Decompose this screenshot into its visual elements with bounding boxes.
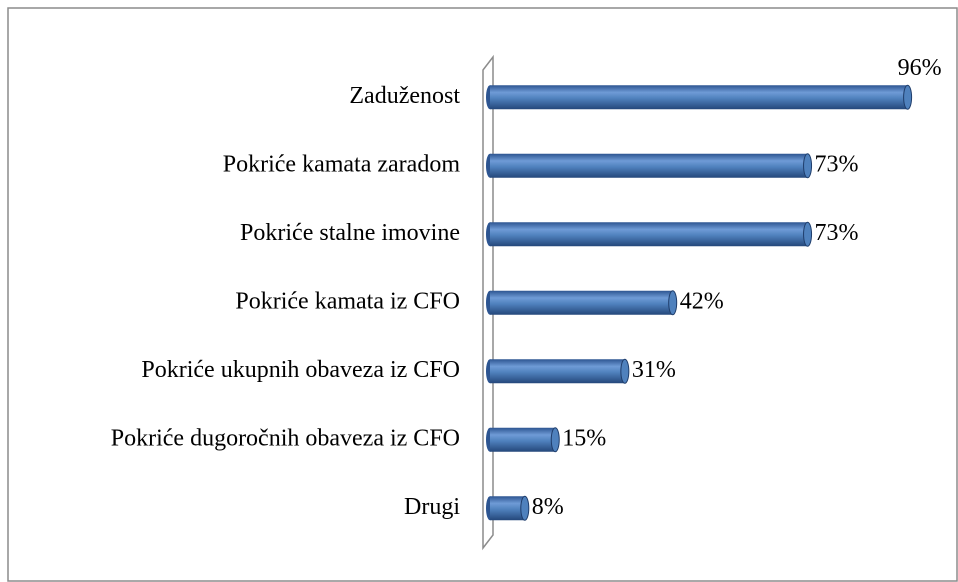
bar bbox=[490, 290, 673, 315]
category-label: Pokriće stalne imovine bbox=[240, 220, 460, 246]
bar bbox=[490, 85, 908, 110]
value-label: 42% bbox=[680, 288, 724, 314]
category-label: Pokriće dugoročnih obaveza iz CFO bbox=[111, 425, 460, 451]
bar bbox=[490, 359, 625, 384]
bar-cap bbox=[520, 495, 530, 521]
bar bbox=[490, 222, 808, 247]
category-label: Pokriće kamata zaradom bbox=[223, 151, 461, 177]
bar-cap bbox=[803, 153, 813, 179]
value-label: 15% bbox=[562, 425, 606, 451]
bar-cap bbox=[550, 427, 560, 453]
category-label: Drugi bbox=[404, 494, 460, 520]
bar bbox=[490, 427, 556, 452]
value-label: 31% bbox=[632, 357, 676, 383]
bar bbox=[490, 153, 808, 178]
bar-cap bbox=[668, 290, 678, 316]
bar-cap bbox=[803, 221, 813, 247]
bar bbox=[490, 496, 525, 521]
value-label: 8% bbox=[532, 494, 564, 520]
value-label: 96% bbox=[898, 55, 942, 81]
bar-cap bbox=[903, 84, 913, 110]
category-label: Pokriće kamata iz CFO bbox=[235, 288, 460, 314]
value-label: 73% bbox=[815, 220, 859, 246]
category-label: Zaduženost bbox=[349, 83, 460, 109]
value-label: 73% bbox=[815, 151, 859, 177]
bar-cap bbox=[620, 358, 630, 384]
category-label: Pokriće ukupnih obaveza iz CFO bbox=[141, 357, 460, 383]
